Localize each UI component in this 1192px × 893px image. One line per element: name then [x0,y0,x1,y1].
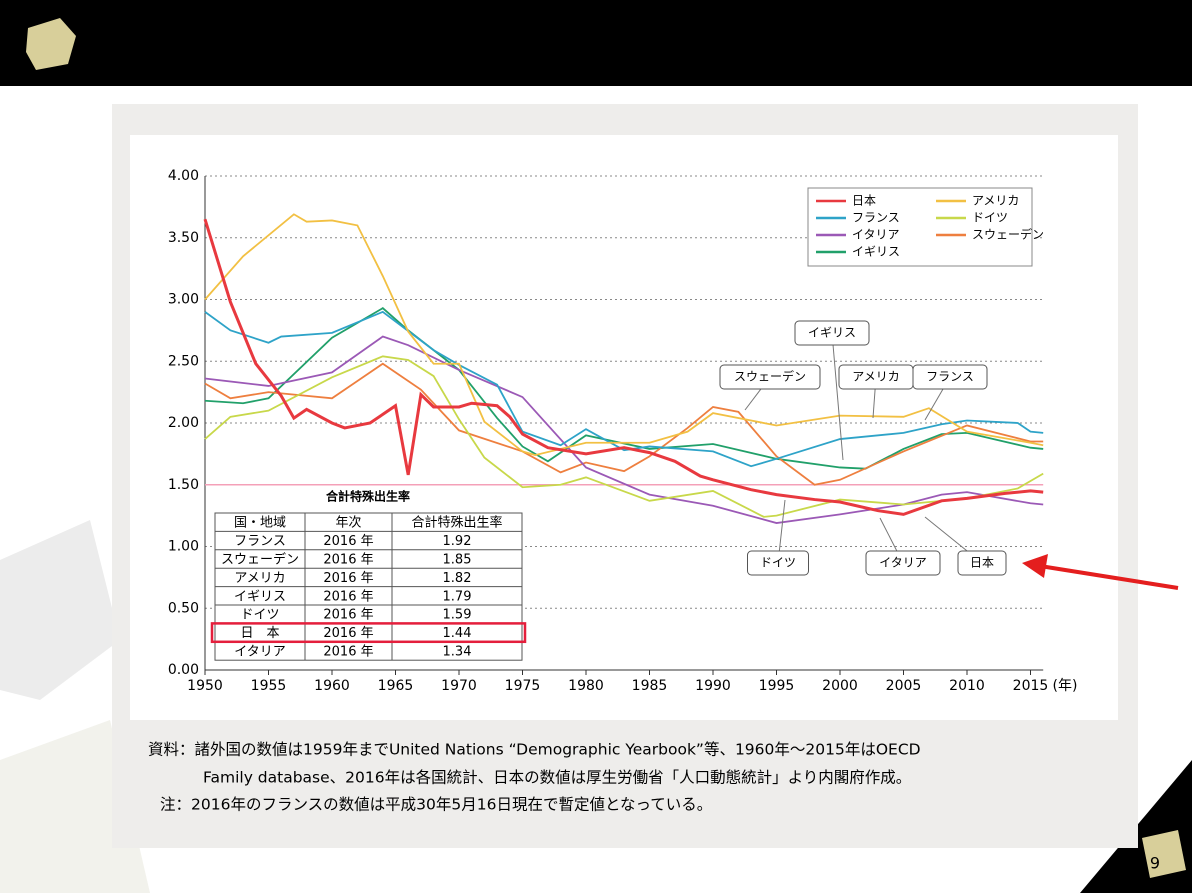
source-line: 資料：諸外国の数値は1959年までUnited Nations “Demogra… [148,741,921,759]
table-cell: 1.92 [443,534,472,549]
legend-label: イギリス [852,245,900,259]
slide: 9 資料：諸外国の数値は1959年までUnited Nations “Demog… [0,0,1192,893]
x-tick-label: 1960 [314,678,350,694]
y-tick-label: 2.50 [168,353,199,369]
legend-label: フランス [852,211,900,225]
y-tick-label: 1.00 [168,539,199,555]
table-cell: 合計特殊出生率 [411,515,502,531]
y-tick-label: 2.00 [168,415,199,431]
table-cell: 2016 年 [323,626,373,641]
cube-icon [1142,830,1186,878]
table-cell: 年次 [335,515,361,531]
note: 注：2016年のフランスの数値は平成30年5月16日現在で暫定値となっている。 [160,796,712,814]
callout-label: スウェーデン [734,369,806,384]
x-tick-label: 2000 [822,678,858,694]
callout-label: ドイツ [760,556,796,570]
callout-label: イタリア [879,556,927,570]
page: 9 資料：諸外国の数値は1959年までUnited Nations “Demog… [0,0,1192,893]
table-cell: 2016 年 [323,571,373,586]
y-tick-label: 0.50 [168,600,199,616]
x-tick-label: 2005 [886,678,922,694]
callout-label: アメリカ [852,370,899,384]
table-cell: 1.82 [443,571,472,586]
table-cell: スウェーデン [221,552,299,568]
table-cell: イギリス [234,589,286,604]
y-tick-label: 1.50 [168,477,199,493]
table-cell: イタリア [234,645,285,660]
x-tick-label: 1970 [441,678,477,694]
legend-label: スウェーデン [972,227,1044,242]
y-tick-label: 0.00 [168,662,199,678]
table-cell: 1.44 [443,626,472,641]
table-cell: 日 本 [240,626,279,641]
callout-label: フランス [926,370,974,384]
table-title: 合計特殊出生率 [326,489,410,504]
x-axis-label: (年) [1053,678,1078,694]
x-tick-label: 1965 [378,678,414,694]
table-cell: 2016 年 [323,645,373,660]
table-cell: 2016 年 [323,608,373,623]
table-cell: 2016 年 [323,553,373,568]
callout-label: 日本 [970,556,994,570]
table-cell: 2016 年 [323,589,373,604]
y-tick-label: 3.00 [168,292,199,308]
table-cell: 国・地域 [234,516,286,531]
legend-label: アメリカ [972,194,1019,208]
y-tick-label: 3.50 [168,230,199,246]
x-tick-label: 2015 [1013,678,1049,694]
page-number: 9 [1150,854,1160,873]
x-tick-label: 1985 [632,678,668,694]
source-line: Family database、2016年は各国統計、日本の数値は厚生労働省「人… [203,769,911,787]
table-cell: アメリカ [234,571,285,586]
table-cell: 1.34 [443,645,472,660]
callout-label: イギリス [808,326,856,340]
x-tick-label: 1980 [568,678,604,694]
table-cell: ドイツ [240,608,279,623]
x-tick-label: 2010 [949,678,985,694]
x-tick-label: 1990 [695,678,731,694]
table-cell: 1.59 [443,608,472,623]
x-tick-label: 1955 [251,678,287,694]
legend-label: 日本 [852,194,876,208]
table-cell: 1.79 [443,589,472,604]
table-cell: 1.85 [443,553,472,568]
x-tick-label: 1950 [187,678,223,694]
y-tick-label: 4.00 [168,168,199,184]
table-cell: 2016 年 [323,534,373,549]
x-tick-label: 1975 [505,678,541,694]
legend-label: イタリア [852,228,900,242]
legend-label: ドイツ [972,211,1008,225]
header-bar [0,0,1192,86]
x-tick-label: 1995 [759,678,795,694]
table-cell: フランス [234,534,286,549]
